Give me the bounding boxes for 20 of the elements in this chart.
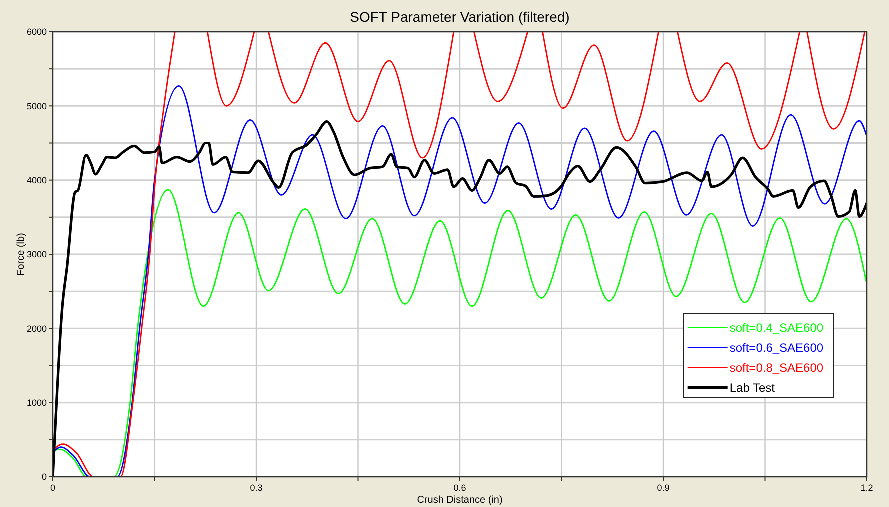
y-tick-label: 3000	[26, 250, 47, 260]
y-tick-label: 4000	[26, 175, 47, 186]
legend-label: soft=0.4_SAE600	[730, 321, 824, 336]
legend-label: soft=0.6_SAE600	[730, 341, 824, 356]
line-series	[53, 189, 867, 477]
y-tick-label: 0	[42, 472, 47, 482]
y-tick-label: 2000	[26, 324, 47, 334]
x-axis-title: Crush Distance (in)	[417, 495, 503, 506]
legend-label: soft=0.8_SAE600	[730, 361, 824, 376]
x-tick-label: 1.2	[860, 483, 874, 493]
y-tick-label: 5000	[26, 101, 47, 112]
y-tick-label: 1000	[26, 398, 47, 408]
chart-title: SOFT Parameter Variation (filtered)	[350, 9, 570, 25]
x-tick-label: 0.9	[657, 483, 670, 493]
y-tick-label: 6000	[26, 27, 47, 38]
legend-label: Lab Test	[730, 381, 776, 396]
y-axis-title: Force (lb)	[16, 233, 27, 276]
x-tick-label: 0	[50, 483, 56, 493]
x-tick-label: 0.6	[454, 483, 466, 493]
x-tick-label: 0.3	[250, 483, 263, 493]
